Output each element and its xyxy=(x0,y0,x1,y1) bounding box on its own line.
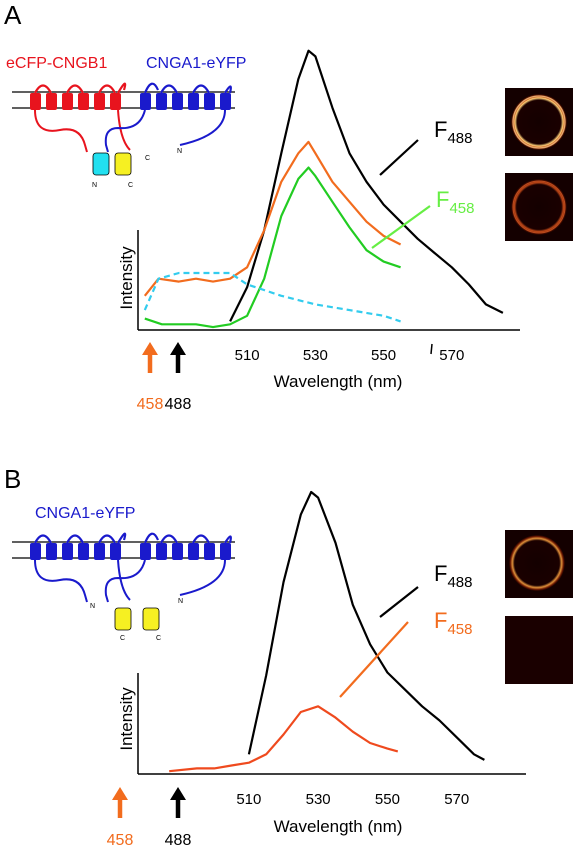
panel-b: B CNGA1-eYFP N xyxy=(4,464,573,849)
annotation-subscript: 458 xyxy=(449,200,474,217)
annotation-label-f458: F458 xyxy=(434,608,472,638)
cngb1-loops xyxy=(34,82,127,94)
annotation-label-f458: F458 xyxy=(436,187,474,217)
excitation-wavelength-label: 488 xyxy=(165,832,192,849)
ecfp-barrel xyxy=(92,152,110,176)
confocal-images-a xyxy=(505,88,573,241)
cnga1-tail xyxy=(104,109,226,153)
excitation-wavelength-label: 458 xyxy=(137,396,164,413)
channel-schematic-b: N C C N xyxy=(12,532,235,642)
x-tick-label: 550 xyxy=(375,791,400,808)
panel-letter: B xyxy=(4,464,21,494)
excitation-wavelength-label: 458 xyxy=(107,832,134,849)
annotation-leader-line xyxy=(339,621,409,698)
y-axis-label: Intensity xyxy=(117,246,136,310)
annotation-subscript: 458 xyxy=(447,621,472,638)
x-axis-label: Wavelength (nm) xyxy=(274,372,403,391)
cnga1-loops xyxy=(143,82,232,94)
cnga1-transmembrane-segments xyxy=(30,543,231,560)
series-line-F458 xyxy=(169,705,399,773)
n-terminus-label: N xyxy=(177,148,182,155)
y-axis-label: Intensity xyxy=(117,687,136,751)
annotation-leader-line xyxy=(379,139,419,176)
membrane-ring-f458 xyxy=(511,179,567,235)
x-tick-label: 570 xyxy=(444,791,469,808)
cngb1-transmembrane-segments xyxy=(30,93,121,110)
annotation-leader-line xyxy=(371,205,431,249)
series-line-cyan xyxy=(143,271,401,323)
emission-spectrum-plot-a: 510 530 550 570 Wavelength (nm) Intensity F488… xyxy=(117,49,520,413)
membrane-ring-f488 xyxy=(511,94,567,150)
excitation-arrow-head xyxy=(170,787,186,800)
x-tick-label: 510 xyxy=(235,347,260,364)
construct-label-cnga1: CNGA1-eYFP xyxy=(35,505,135,522)
x-tick-label: 550 xyxy=(371,347,396,364)
cnga1-transmembrane-segments xyxy=(140,93,231,110)
emission-spectrum-plot-b: 510 530 550 570 Wavelength (nm) Intensity F488… xyxy=(107,490,526,849)
panel-letter: A xyxy=(4,0,22,30)
cnga1-loops xyxy=(34,532,232,544)
construct-label-cnga1: CNGA1-eYFP xyxy=(146,55,246,72)
channel-schematic-a: N C C N xyxy=(12,82,235,189)
tick-mark xyxy=(430,343,433,355)
c-terminus-label: C xyxy=(120,635,125,642)
series-line-F458 xyxy=(144,166,401,329)
excitation-arrow-head xyxy=(170,342,186,355)
x-tick-label: 530 xyxy=(306,791,331,808)
eyfp-barrel xyxy=(114,152,132,176)
excitation-wavelength-label: 488 xyxy=(165,396,192,413)
c-terminus-label: C xyxy=(156,635,161,642)
annotation-subscript: 488 xyxy=(447,130,472,147)
membrane-ring-f488 xyxy=(509,535,565,591)
annotation-label-f488: F488 xyxy=(434,561,472,591)
cngb1-tail xyxy=(34,109,131,153)
excitation-arrow-head xyxy=(112,787,128,800)
x-tick-label: 530 xyxy=(303,347,328,364)
eyfp-barrel xyxy=(142,607,160,631)
annotation-label-f488: F488 xyxy=(434,117,472,147)
confocal-images-b xyxy=(505,530,573,684)
series-line-F488 xyxy=(229,49,504,322)
annotation-leader-line xyxy=(379,586,419,618)
series-line-orange xyxy=(143,140,402,297)
x-axis-label: Wavelength (nm) xyxy=(274,817,403,836)
series-line-F488 xyxy=(247,490,485,761)
x-tick-label: 510 xyxy=(236,791,261,808)
cnga1-tails xyxy=(34,559,226,603)
annotation-subscript: 488 xyxy=(447,574,472,591)
eyfp-barrel xyxy=(114,607,132,631)
c-terminus-label: C xyxy=(128,182,133,189)
n-terminus-label: N xyxy=(178,598,183,605)
excitation-arrow-head xyxy=(142,342,158,355)
confocal-image-f458 xyxy=(505,616,573,684)
c-terminus-label: C xyxy=(145,155,150,162)
x-tick-label: 570 xyxy=(439,347,464,364)
panel-a: A eCFP-CNGB1 CNGA1-eYFP xyxy=(4,0,573,413)
n-terminus-label: N xyxy=(90,603,95,610)
construct-label-cngb1: eCFP-CNGB1 xyxy=(6,55,107,72)
n-terminus-label: N xyxy=(92,182,97,189)
